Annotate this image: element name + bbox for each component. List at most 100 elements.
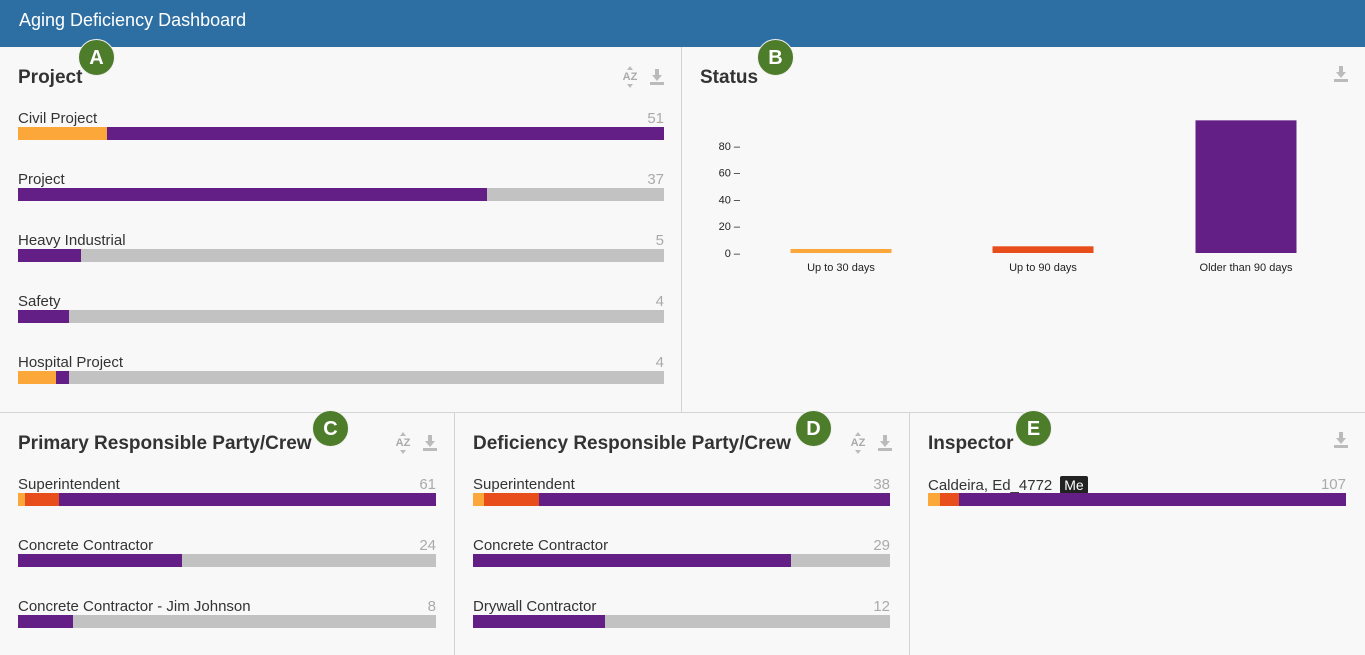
list-item[interactable]: Concrete Contractor 24	[18, 537, 436, 569]
panel-title: Inspector	[928, 433, 1014, 454]
download-icon[interactable]	[878, 435, 892, 451]
callout-badge-d: D	[795, 410, 832, 447]
y-tick-label: 0 –	[725, 248, 741, 260]
row-label: Superintendent	[18, 476, 120, 493]
row-label-text: Concrete Contractor - Jim Johnson	[18, 598, 251, 615]
stacked-bar[interactable]	[473, 493, 890, 506]
bar-segment-older-90	[473, 554, 792, 567]
stacked-bar[interactable]	[18, 371, 664, 384]
row-count: 4	[655, 354, 664, 371]
download-icon[interactable]	[423, 435, 437, 451]
row-label-text: Superintendent	[473, 476, 575, 493]
row-label-text: Safety	[18, 293, 61, 310]
row-count: 24	[419, 537, 436, 554]
row-label-text: Caldeira, Ed_4772	[928, 477, 1053, 494]
panel-title: Project	[18, 67, 83, 88]
row-count: 12	[873, 598, 890, 615]
row-count: 29	[873, 537, 890, 554]
bar-segment-older-90	[18, 188, 487, 201]
bar-segment-up-to-90	[939, 493, 960, 506]
me-tag: Me	[1060, 476, 1088, 494]
bar-segment-older-90	[59, 493, 436, 506]
status-bar-chart: 80 – 60 – 40 – 20 – 0 – Up to 30 days Up to 90…	[719, 120, 1297, 274]
status-bar[interactable]	[790, 248, 892, 253]
project-panel: Project AZ Civil Project 51 Project 37 Heavy…	[0, 39, 682, 413]
list-item[interactable]: Hospital Project 4	[18, 354, 664, 386]
y-tick-label: 40 –	[719, 194, 741, 206]
bar-segment-older-90	[106, 127, 664, 140]
bar-segment-up-to-30	[928, 493, 940, 506]
status-bar[interactable]	[1195, 120, 1297, 253]
stacked-bar[interactable]	[18, 310, 664, 323]
list-item[interactable]: Concrete Contractor - Jim Johnson 8	[18, 598, 436, 630]
list-item[interactable]: Drywall Contractor 12	[473, 598, 890, 630]
row-label: Concrete Contractor	[473, 537, 608, 554]
row-label-text: Drywall Contractor	[473, 598, 597, 615]
az-sort-icon[interactable]: AZ	[622, 66, 638, 88]
bar-segment-older-90	[56, 371, 69, 384]
stacked-bar[interactable]	[18, 493, 436, 506]
bar-segment-older-90	[18, 310, 69, 323]
bar-segment-up-to-90	[24, 493, 60, 506]
download-icon[interactable]	[650, 69, 664, 85]
callout-badge-e: E	[1015, 410, 1052, 447]
panel-title: Status	[700, 67, 759, 88]
deficiency-responsible-panel: Deficiency Responsible Party/Crew AZ Sup…	[455, 410, 910, 655]
y-tick-label: 20 –	[719, 221, 741, 233]
bar-segment-up-to-30	[18, 127, 107, 140]
callout-badge-b: B	[757, 39, 794, 76]
row-count: 5	[655, 232, 664, 249]
stacked-bar[interactable]	[18, 127, 664, 140]
list-item[interactable]: Civil Project 51	[18, 110, 664, 142]
row-count: 61	[419, 476, 436, 493]
az-sort-icon[interactable]: AZ	[395, 432, 411, 454]
row-label: Hospital Project	[18, 354, 123, 371]
download-icon[interactable]	[1334, 432, 1348, 448]
stacked-bar[interactable]	[18, 249, 664, 262]
x-tick-label: Up to 90 days	[1009, 262, 1077, 274]
stacked-bar[interactable]	[18, 188, 664, 201]
row-label: Superintendent	[473, 476, 575, 493]
callout-badge-a: A	[78, 39, 115, 76]
list-item[interactable]: Heavy Industrial 5	[18, 232, 664, 264]
row-label: Concrete Contractor - Jim Johnson	[18, 598, 251, 615]
bar-segment-older-90	[18, 554, 183, 567]
status-bar[interactable]	[992, 246, 1094, 253]
status-panel: Status 80 – 60 – 40 – 20 – 0 – Up to 30 days U…	[682, 39, 1365, 413]
app-title: Aging Deficiency Dashboard	[19, 10, 247, 30]
row-label-text: Heavy Industrial	[18, 232, 126, 249]
inspector-panel: Inspector Caldeira, Ed_4772 Me 107 E	[910, 410, 1365, 655]
row-label: Caldeira, Ed_4772 Me	[928, 476, 1088, 494]
row-label-text: Superintendent	[18, 476, 120, 493]
bar-segment-older-90	[538, 493, 890, 506]
panel-title: Primary Responsible Party/Crew	[18, 433, 312, 454]
stacked-bar[interactable]	[473, 615, 890, 628]
row-label: Concrete Contractor	[18, 537, 153, 554]
y-tick-label: 80 –	[719, 141, 741, 153]
row-label-text: Concrete Contractor	[473, 537, 609, 554]
x-tick-label: Older than 90 days	[1200, 262, 1293, 274]
x-tick-label: Up to 30 days	[807, 262, 875, 274]
row-count: 51	[647, 110, 664, 127]
bar-segment-up-to-30	[473, 493, 484, 506]
row-label: Heavy Industrial	[18, 232, 126, 249]
bar-segment-older-90	[18, 615, 73, 628]
stacked-bar[interactable]	[473, 554, 890, 567]
row-label: Drywall Contractor	[473, 598, 596, 615]
callout-badge-c: C	[312, 410, 349, 447]
row-count: 38	[873, 476, 890, 493]
row-count: 4	[655, 293, 664, 310]
stacked-bar[interactable]	[18, 615, 436, 628]
list-item[interactable]: Caldeira, Ed_4772 Me 107	[928, 476, 1346, 508]
y-tick-label: 60 –	[719, 168, 741, 180]
panel-title: Deficiency Responsible Party/Crew	[473, 433, 791, 454]
list-item[interactable]: Safety 4	[18, 293, 664, 325]
list-item[interactable]: Project 37	[18, 171, 664, 203]
az-sort-icon[interactable]: AZ	[850, 432, 866, 454]
stacked-bar[interactable]	[928, 493, 1346, 506]
stacked-bar[interactable]	[18, 554, 436, 567]
list-item[interactable]: Superintendent 38	[473, 476, 890, 508]
list-item[interactable]: Superintendent 61	[18, 476, 436, 508]
list-item[interactable]: Concrete Contractor 29	[473, 537, 890, 569]
download-icon[interactable]	[1334, 66, 1348, 82]
